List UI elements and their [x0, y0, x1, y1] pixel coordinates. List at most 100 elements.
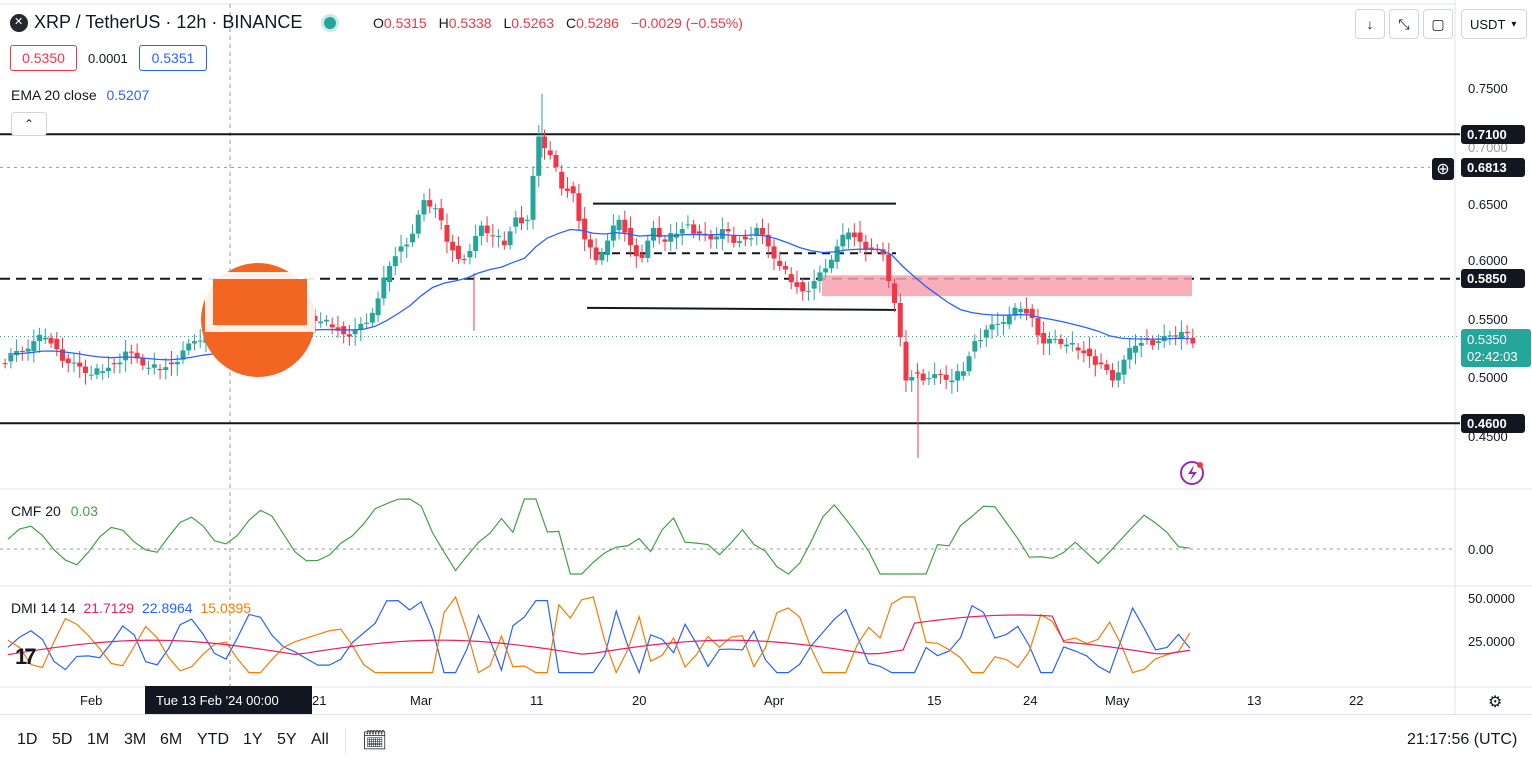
candle-body [48, 337, 54, 344]
candle-body [530, 175, 536, 220]
timeframe-ytd[interactable]: YTD [197, 731, 229, 748]
candle-body [897, 303, 903, 338]
candle-body [857, 232, 863, 242]
utc-clock[interactable]: 21:17:56 (UTC) [1407, 731, 1518, 748]
tradingview-logo-icon[interactable]: 17 [15, 644, 37, 669]
candle-body [519, 217, 525, 224]
candle-body [473, 235, 479, 251]
candle-body [65, 358, 71, 364]
candle-body [886, 254, 892, 282]
candle-body [134, 352, 140, 359]
down-arrow-button[interactable]: ↓ [1355, 9, 1385, 39]
settings-gear-icon[interactable]: ⚙ [1488, 694, 1503, 711]
cmf-legend[interactable]: CMF 20 0.03 [11, 503, 98, 519]
cmf-line [7, 498, 1191, 575]
collapse-legend-button[interactable]: ⌃ [11, 112, 47, 136]
time-label: Apr [764, 693, 785, 708]
candle-body [478, 225, 484, 236]
candle-body [771, 246, 777, 259]
date-range-calendar-icon[interactable]: 🗓 [362, 730, 388, 752]
candle-body [117, 362, 123, 365]
candle-body [1012, 307, 1018, 316]
alert-price-label[interactable]: 0.6813 [1461, 158, 1525, 177]
candle-body [668, 233, 674, 242]
candle-body [100, 371, 106, 373]
candle-body [949, 380, 955, 383]
dmi-legend[interactable]: DMI 14 14 21.7129 22.8964 15.0395 [11, 600, 251, 616]
fullscreen-button[interactable]: ▢ [1423, 9, 1453, 39]
level-mid-label[interactable]: 0.5850 [1461, 269, 1525, 288]
candle-body [553, 155, 559, 168]
candle-body [633, 245, 639, 257]
candle-body [352, 329, 358, 335]
candle-body [1184, 331, 1190, 334]
timeframe-5y[interactable]: 5Y [277, 731, 297, 748]
timeframe-1d[interactable]: 1D [17, 731, 38, 748]
timeframe-6m[interactable]: 6M [160, 731, 183, 748]
candle-body [54, 338, 60, 350]
channel-bottom-line [586, 306, 897, 311]
toolbar-divider [345, 728, 346, 754]
candle-body [909, 377, 915, 381]
collapse-button[interactable]: ⤡ [1389, 9, 1419, 39]
buy-button[interactable]: 0.5351 [139, 45, 207, 71]
change-value: −0.0029 (−0.55%) [630, 15, 743, 31]
spread-value: 0.0001 [88, 51, 128, 66]
time-label: Mar [410, 693, 433, 708]
adx-line [7, 614, 1191, 656]
candle-body [777, 260, 783, 267]
add-alert-plus-icon[interactable]: ⊕ [1432, 158, 1454, 180]
candle-body [932, 374, 938, 379]
time-label: 22 [1349, 693, 1364, 708]
timeframe-all[interactable]: All [311, 731, 329, 748]
time-label: 11 [530, 693, 544, 708]
candle-body [972, 341, 978, 352]
supply-zone [822, 275, 1192, 297]
candle-body [1087, 348, 1093, 357]
ema-legend[interactable]: EMA 20 close 0.5207 [11, 87, 149, 103]
candle-body [863, 241, 869, 250]
candle-body [708, 234, 714, 240]
flash-icon [1188, 465, 1197, 481]
time-label: Feb [80, 693, 103, 708]
candle-body [375, 298, 381, 316]
symbol-title[interactable]: XRP / TetherUS · 12h · BINANCE [10, 12, 337, 33]
timeframe-1m[interactable]: 1M [87, 731, 110, 748]
candle-body [1150, 340, 1156, 346]
candle-body [817, 272, 823, 282]
bottom-toolbar [0, 714, 1532, 766]
timeframe-3m[interactable]: 3M [124, 731, 147, 748]
candle-body [1023, 308, 1029, 314]
candle-body [628, 227, 634, 246]
candle-body [410, 233, 416, 243]
close-label: C [565, 15, 577, 31]
candle-body [19, 350, 25, 352]
candle-body [1155, 341, 1161, 343]
currency-selector[interactable]: USDT ▾ [1461, 9, 1527, 39]
candle-body [840, 234, 846, 247]
candle-body [25, 348, 31, 352]
candle-body [1110, 370, 1116, 381]
candle-body [651, 227, 657, 241]
level-high-label[interactable]: 0.7100 [1461, 125, 1525, 144]
candle-body [1190, 337, 1196, 344]
collapse-icon: ⤡ [1398, 15, 1410, 32]
level-low-label[interactable]: 0.4600 [1461, 414, 1525, 433]
timeframe-1y[interactable]: 1Y [243, 731, 263, 748]
candle-body [186, 343, 192, 351]
candle-body [869, 247, 875, 249]
candle-body [760, 227, 766, 235]
candle-body [800, 282, 806, 292]
timeframe-5d[interactable]: 5D [52, 731, 73, 748]
price-tick: 0.5500 [1468, 312, 1508, 327]
dmi-plus-line [7, 599, 1191, 675]
candle-body [685, 224, 691, 226]
candle-body [662, 239, 668, 242]
cmf-value: 0.03 [70, 503, 98, 519]
candle-body [748, 238, 754, 240]
candle-body [1104, 364, 1110, 371]
sell-button[interactable]: 0.5350 [10, 45, 77, 71]
candle-body [599, 252, 605, 261]
